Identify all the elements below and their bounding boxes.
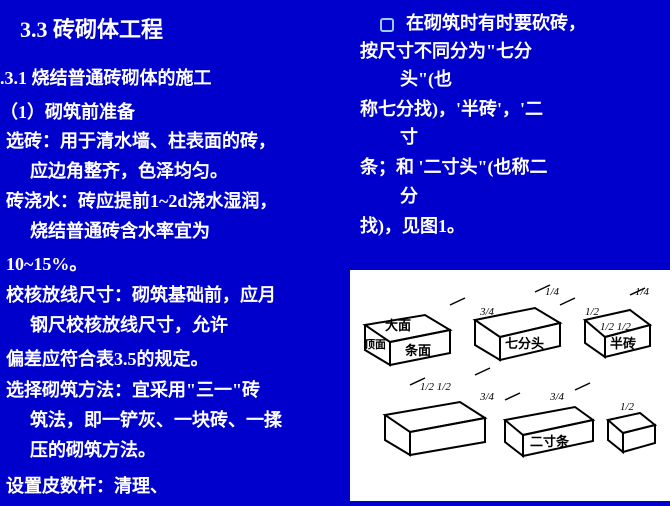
prep-heading: （1）砌筑前准备	[0, 98, 350, 124]
bullet-1-cont: 应边角整齐，色泽均匀。	[30, 158, 350, 184]
r-line-2b: 头"(也	[400, 66, 660, 92]
percent-line: 10~15%。	[6, 250, 350, 276]
frac-121: 1/2 1/2	[420, 381, 451, 393]
bullet-marker-icon	[380, 18, 394, 32]
r-text-1: 在砌筑时有时要砍砖，	[406, 13, 586, 33]
r-line-3b: 寸	[400, 124, 660, 150]
bullet-1: 选砖：用于清水墙、柱表面的砖，	[6, 128, 350, 154]
frac-34b: 3/4	[479, 391, 495, 403]
label-tiaomian: 条面	[405, 343, 431, 358]
r-line-2: 按尺寸不同分为"七分	[360, 38, 660, 64]
r-line-3: 称七分找)，'半砖'，'二	[360, 96, 660, 122]
label-dingmian: 顶面	[364, 338, 386, 351]
label-ercun: 二寸条	[530, 434, 570, 449]
r-line-5: 找)，见图1。	[360, 213, 660, 239]
r-line-4: 条；和 '二寸头"(也称二	[360, 154, 660, 180]
bullet-3-cont: 钢尺校核放线尺寸，允许	[30, 312, 350, 338]
bullet-4-cont: 筑法，即一铲灰、一块砖、一揉	[30, 407, 350, 433]
frac-12a: 1/2	[585, 306, 600, 318]
label-damian: 大面	[385, 318, 411, 333]
bullet-3: 校核放线尺寸：砌筑基础前，应月	[6, 282, 350, 308]
r-line-4b: 分	[400, 183, 660, 209]
frac-12c: 1/2 1/2	[600, 321, 631, 333]
bullet-2-cont: 烧结普通砖含水率宜为	[30, 218, 350, 244]
frac-12b: 1/2	[620, 401, 635, 413]
frac-34a: 3/4	[479, 306, 495, 318]
frac-14a: 1/4	[545, 286, 560, 298]
subsection-title: .3.1 烧结普通砖砌体的施工	[0, 64, 350, 90]
brick-diagram: 大面 条面 顶面 七分头 半砖 二寸条 1/4 1/4 3/4 1/2 1/2 …	[350, 270, 670, 501]
bullet-2: 砖浇水：砖应提前1~2d浇水湿润，	[6, 188, 350, 214]
frac-14b: 1/4	[635, 286, 650, 298]
r-line-1: 在砌筑时有时要砍砖，	[360, 10, 660, 36]
bullet-4-cont2: 压的砌筑方法。	[30, 437, 350, 463]
label-banzhuan: 半砖	[610, 336, 636, 351]
bullet-4: 选择砌筑方法：宜采用"三一"砖	[6, 377, 350, 403]
frac-34c: 3/4	[549, 391, 565, 403]
section-title: 3.3 砖砌体工程	[20, 12, 350, 44]
label-qifen: 七分头	[505, 336, 544, 351]
bullet-5: 设置皮数杆：清理、	[6, 473, 350, 499]
deviation-line: 偏差应符合表3.5的规定。	[6, 345, 350, 371]
